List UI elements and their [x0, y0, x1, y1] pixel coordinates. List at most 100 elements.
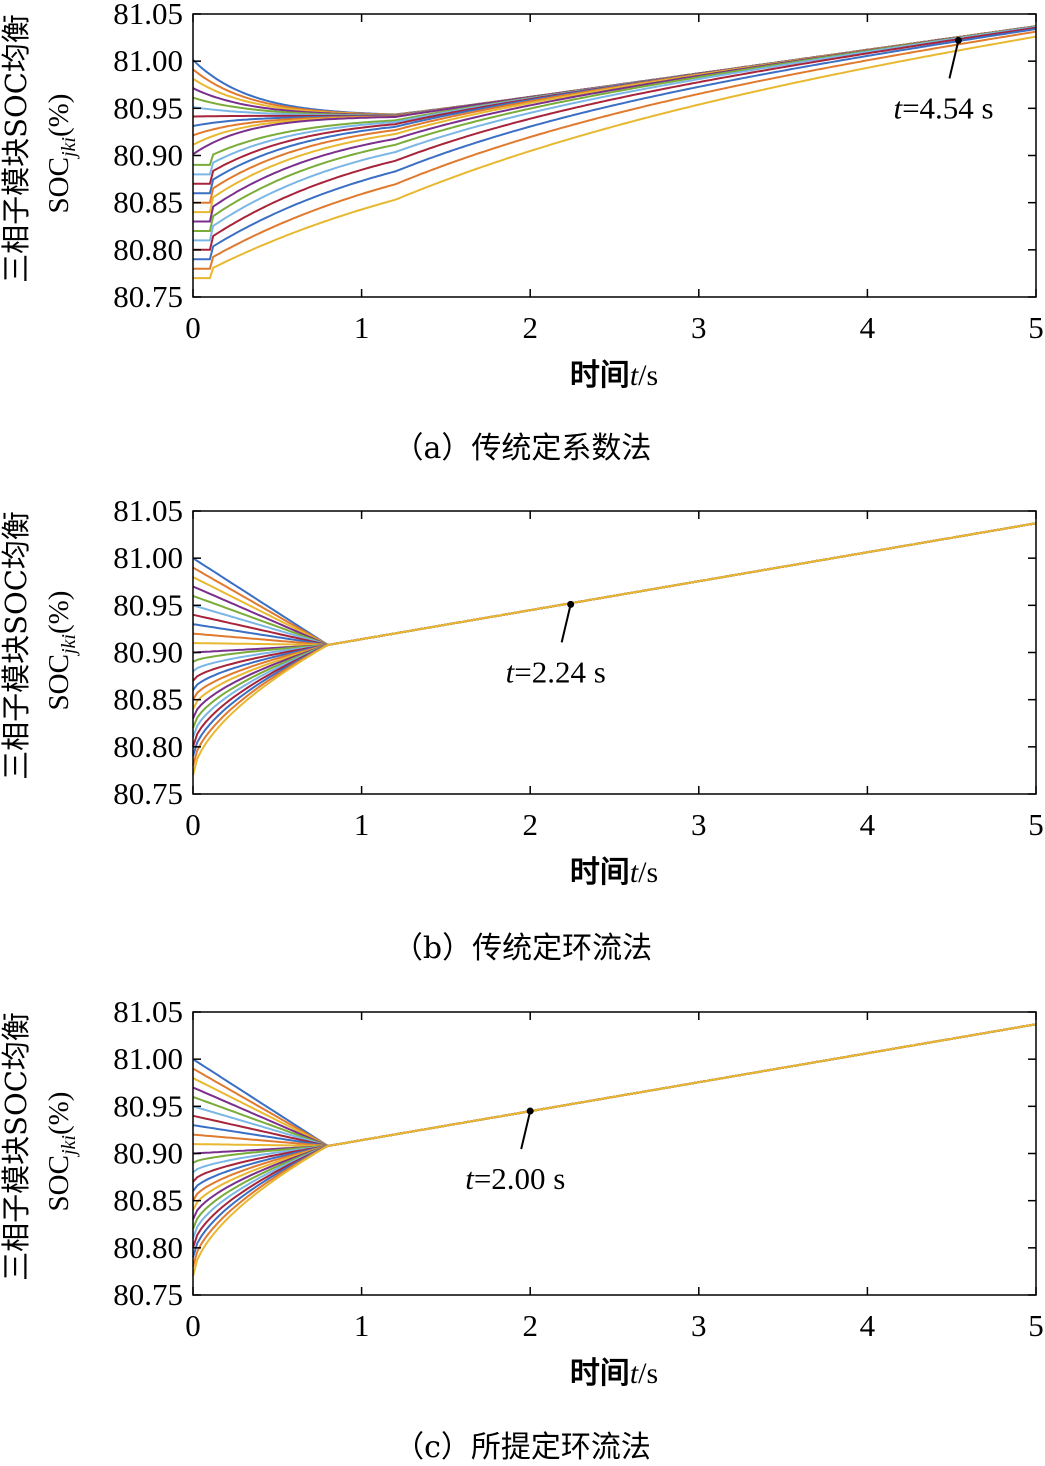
x-axis-label: 时间t/s	[570, 358, 658, 393]
chart-caption: （c）所提定环流法	[394, 1430, 651, 1465]
series-line	[193, 522, 1037, 647]
line-chart-c: 0 1 2 3 4 5 80.75 80.80 80.85 80.90 80.95 81.00 81.0…	[0, 998, 1044, 1391]
series-line	[192, 522, 1037, 738]
y-axis-label-unit: (%)	[43, 591, 75, 634]
x-tick-label: 1	[354, 807, 370, 842]
x-tick-label: 5	[1028, 1308, 1044, 1343]
y-tick-label: 80.85	[113, 185, 183, 220]
y-tick-label: 80.75	[113, 279, 183, 314]
y-axis-label-soc: SOC	[43, 1155, 75, 1211]
x-axis-label: 时间t/s	[570, 1356, 658, 1391]
x-tick-label: 4	[860, 807, 876, 842]
series-line	[192, 1023, 1037, 1192]
x-tick-label: 3	[691, 310, 707, 345]
series-line	[193, 1023, 1037, 1148]
y-axis-label-unit: (%)	[43, 94, 75, 137]
series-line	[192, 522, 1037, 647]
series-line	[192, 522, 1037, 647]
y-axis-label-sub: jki	[58, 1135, 80, 1158]
series-line	[192, 522, 1037, 647]
series-line	[192, 522, 1037, 719]
annotation-leader	[520, 1110, 532, 1150]
series-line	[192, 522, 1037, 647]
annotation-text: =2.24 s	[514, 654, 606, 689]
y-tick-label: 80.90	[113, 1136, 183, 1171]
y-axis-label: 三相子模块SOC均衡 SOCjki(%)	[0, 14, 80, 283]
x-axis-label-main: 时间	[570, 358, 630, 393]
x-tick-label: 1	[354, 310, 370, 345]
annotation-leader	[948, 40, 960, 79]
series-line	[192, 1023, 1037, 1277]
y-tick-label: 80.80	[113, 729, 183, 764]
x-tick-label: 0	[185, 807, 201, 842]
series-line	[192, 1023, 1037, 1148]
series-line	[192, 522, 1037, 710]
y-axis-label-line2: SOCjki(%)	[43, 591, 80, 711]
annotation-var: t	[893, 90, 903, 125]
series-line	[192, 522, 1037, 691]
series-line	[192, 1023, 1037, 1211]
series-line	[192, 1023, 1037, 1148]
y-tick-label: 80.95	[113, 90, 183, 125]
y-axis-label-line1: 三相子模块SOC均衡	[0, 14, 33, 283]
x-tick-label: 4	[860, 310, 876, 345]
x-tick-label: 2	[522, 1308, 538, 1343]
series-line	[192, 1023, 1037, 1148]
y-tick-label: 81.05	[113, 497, 183, 528]
y-tick-label: 81.00	[113, 540, 183, 575]
series-line	[192, 522, 1037, 647]
y-tick-label: 80.95	[113, 587, 183, 622]
chart-panel-c: 0 1 2 3 4 5 80.75 80.80 80.85 80.90 80.95 81.00 81.0…	[0, 998, 1045, 1465]
x-tick-label: 1	[354, 1308, 370, 1343]
y-axis-label-line1: 三相子模块SOC均衡	[0, 1012, 33, 1281]
y-tick-label: 80.95	[113, 1088, 183, 1123]
series-line	[193, 26, 1037, 251]
x-tick-label: 0	[185, 310, 201, 345]
chart-panel-a: 0 1 2 3 4 5 80.75 80.80 80.85 80.90 80.95 81.00 81.0…	[0, 0, 1045, 480]
series-line	[192, 1023, 1037, 1202]
series-line	[192, 1023, 1037, 1249]
x-tick-label: 4	[860, 1308, 876, 1343]
line-chart-a: 0 1 2 3 4 5 80.75 80.80 80.85 80.90 80.95 81.00 81.0…	[0, 0, 1044, 393]
x-axis-label-var: t	[630, 856, 639, 889]
series-line	[192, 1023, 1037, 1148]
series-line	[192, 1023, 1037, 1148]
series-line	[192, 522, 1037, 647]
y-axis-label-sub: jki	[58, 634, 80, 657]
y-tick-label: 81.00	[113, 1041, 183, 1076]
y-axis-label-soc: SOC	[43, 654, 75, 710]
x-tick-label: 0	[185, 1308, 201, 1343]
annotation-var: t	[506, 654, 516, 689]
x-tick-label: 2	[522, 807, 538, 842]
series-group	[192, 1023, 1037, 1277]
series-line	[192, 522, 1037, 701]
x-axis-label-main: 时间	[570, 855, 630, 890]
series-group	[192, 522, 1037, 776]
y-axis-label-soc: SOC	[43, 157, 75, 213]
y-tick-label: 80.90	[113, 635, 183, 670]
x-axis-label-unit: /s	[638, 856, 658, 889]
y-axis-label-line2: SOCjki(%)	[43, 94, 80, 214]
series-line	[193, 28, 1037, 261]
series-line	[193, 26, 1037, 242]
series-line	[192, 1023, 1037, 1148]
series-line	[192, 1023, 1037, 1148]
y-axis-label: 三相子模块SOC均衡 SOCjki(%)	[0, 1012, 80, 1281]
y-tick-label: 80.85	[113, 682, 183, 717]
y-tick-label: 80.75	[113, 1277, 183, 1312]
x-axis-label-var: t	[630, 359, 639, 392]
chart-caption: （b）传统定环流法	[392, 931, 653, 966]
series-line	[192, 1023, 1037, 1239]
x-axis-label-var: t	[630, 1357, 639, 1390]
series-line	[192, 1023, 1037, 1230]
annotation-label: t=4.54 s	[893, 90, 993, 125]
series-line	[192, 522, 1037, 682]
chart-panel-b: 0 1 2 3 4 5 80.75 80.80 80.85 80.90 80.95 81.00 81.0…	[0, 497, 1045, 977]
series-line	[192, 522, 1037, 748]
y-tick-label: 80.90	[113, 138, 183, 173]
annotation-text: =2.00 s	[474, 1161, 566, 1196]
series-line	[193, 30, 1037, 270]
series-line	[192, 522, 1037, 647]
series-line	[192, 1023, 1037, 1183]
series-line	[192, 1023, 1037, 1155]
